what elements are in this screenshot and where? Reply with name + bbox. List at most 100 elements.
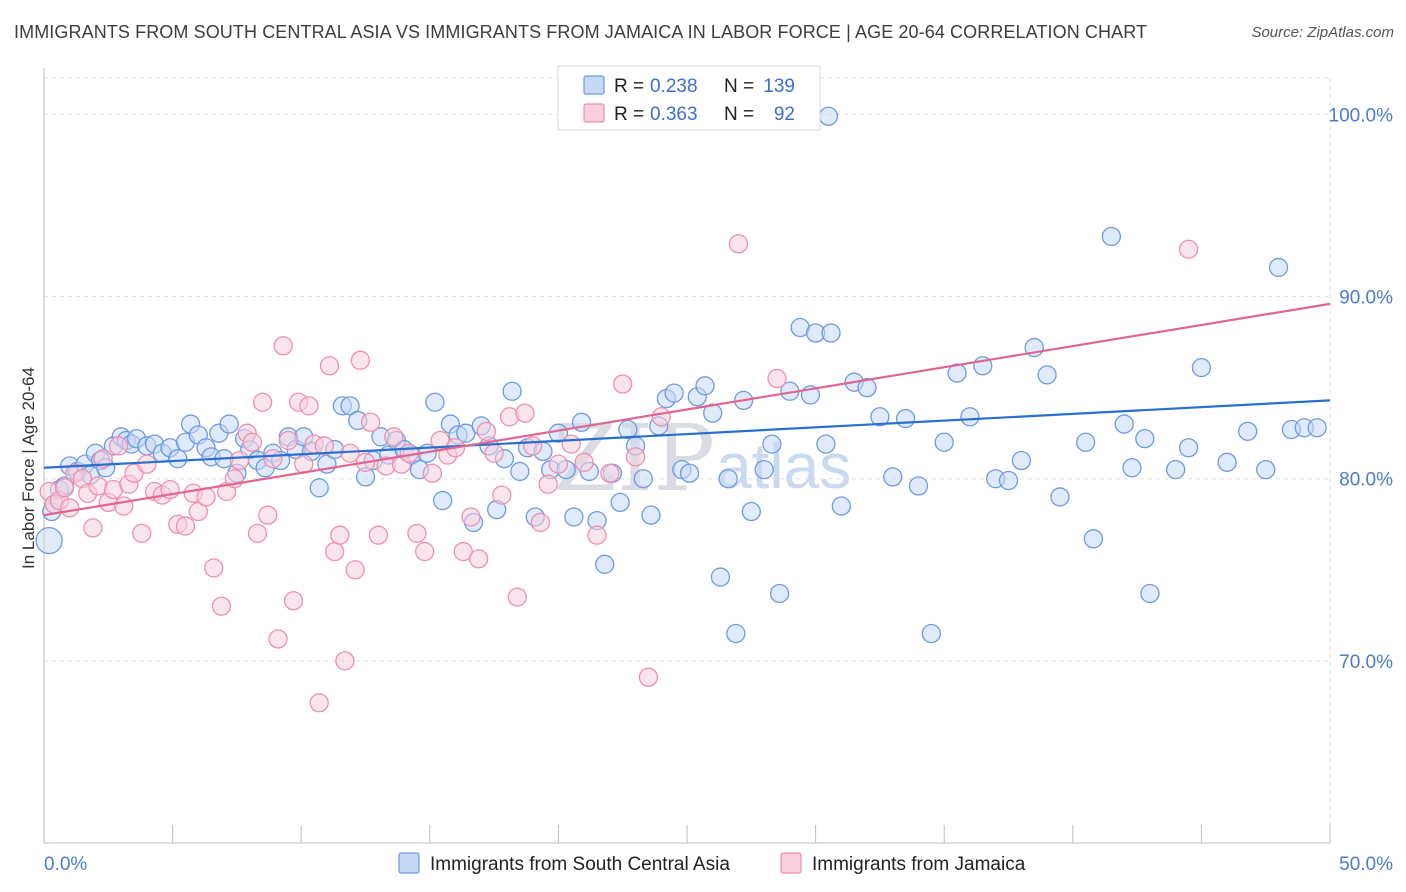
scatter-point-pink (484, 443, 504, 463)
scatter-point-pink (600, 463, 620, 483)
scatter-point-blue (762, 434, 782, 454)
chart-title: IMMIGRANTS FROM SOUTH CENTRAL ASIA VS IM… (14, 22, 1148, 42)
scatter-point-pink (538, 474, 558, 494)
scatter-point-pink (211, 596, 232, 616)
scatter-point-pink (728, 234, 749, 254)
legend-swatch-pink (583, 103, 605, 123)
scatter-point-blue (510, 461, 530, 482)
legend-n-value-pink: 92 (774, 104, 795, 125)
scatter-point-blue (1101, 226, 1122, 247)
scatter-point-blue (1011, 450, 1032, 471)
legend-r-value-blue: 0.238 (650, 76, 698, 97)
scatter-point-blue (633, 469, 653, 489)
scatter-point-pink (278, 430, 298, 451)
scatter-point-pink (350, 350, 371, 370)
scatter-point-pink (319, 356, 340, 376)
scatter-point-pink (247, 523, 268, 544)
scatter-point-blue (1191, 357, 1212, 378)
trend-line-blue (43, 399, 1331, 469)
scatter-point-blue (1140, 583, 1160, 604)
scatter-point-pink (204, 558, 224, 578)
scatter-point-pink (60, 498, 80, 518)
scatter-point-blue (1050, 487, 1070, 507)
scatter-point-pink (651, 407, 671, 427)
scatter-point-blue (754, 459, 774, 480)
scatter-point-pink (530, 512, 551, 533)
scatter-point-blue (1256, 459, 1276, 480)
scatter-point-blue (641, 505, 661, 525)
scatter-point-pink (242, 432, 262, 452)
scatter-point-blue (1307, 418, 1327, 438)
trend-line-pink (43, 302, 1331, 517)
scatter-point-pink (574, 452, 594, 472)
scatter-point-blue (1076, 432, 1096, 452)
scatter-point-pink (54, 478, 75, 498)
scatter-point-pink (492, 485, 512, 505)
scatter-point-pink (330, 525, 350, 545)
scatter-point-pink (137, 454, 157, 474)
scatter-point-pink (93, 449, 113, 469)
scatter-point-pink (523, 436, 543, 456)
scatter-point-pink (368, 525, 389, 545)
scatter-point-pink (561, 434, 581, 454)
scatter-point-blue (433, 490, 453, 511)
scatter-point-blue (831, 496, 851, 516)
scatter-point-pink (299, 396, 319, 416)
scatter-point-pink (515, 403, 535, 423)
y-tick-label: 100.0% (1329, 105, 1394, 126)
scatter-point-blue (883, 467, 903, 487)
scatter-point-blue (921, 623, 941, 644)
scatter-point-blue (1114, 414, 1134, 434)
scatter-point-pink (384, 427, 404, 447)
scatter-point-blue (219, 414, 239, 434)
scatter-point-pink (175, 516, 196, 536)
scatter-point-pink (314, 436, 334, 456)
scatter-point-pink (767, 368, 787, 389)
axes: 70.0% 80.0% 90.0% 100.0% 0.0% 50.0% (43, 68, 1394, 875)
scatter-point-blue (610, 492, 630, 513)
scatter-point-pink (461, 507, 481, 527)
scatter-point-pink (548, 454, 569, 474)
scatter-point-blue (425, 392, 445, 412)
scatter-point-blue (741, 501, 761, 522)
scatter-point-pink (469, 549, 489, 569)
scatter-point-pink (83, 518, 103, 538)
watermark: ZIP atlas (553, 405, 851, 512)
scatter-point-blue (857, 377, 877, 398)
top-legend: R = 0.238 N = 139 R = 0.363 N = 92 (557, 65, 821, 131)
scatter-point-blue (1135, 428, 1155, 449)
scatter-point-blue (695, 376, 715, 396)
scatter-point-blue (502, 381, 522, 401)
scatter-point-blue (870, 407, 890, 427)
scatter-point-blue (769, 583, 790, 604)
scatter-point-pink (625, 447, 646, 467)
scatter-point-pink (613, 374, 633, 394)
scatter-point-pink (108, 436, 129, 456)
legend-n-value-blue: 139 (763, 76, 795, 97)
bottom-legend-label-pink: Immigrants from Jamaica (812, 854, 1026, 875)
scatter-point-blue (703, 403, 723, 423)
legend-r-label-pink: R = (614, 104, 644, 125)
scatter-point-blue (309, 478, 329, 498)
scatter-point-blue (818, 106, 839, 126)
bottom-legend: Immigrants from South Central Asia Immig… (398, 852, 1026, 875)
scatter-point-pink (1178, 239, 1199, 259)
scatter-point-blue (168, 449, 188, 469)
scatter-point-pink (268, 629, 288, 649)
scatter-point-blue (595, 554, 615, 574)
scatter-point-blue (35, 526, 63, 555)
scatter-point-blue (1178, 438, 1199, 458)
scatter-point-pink (273, 336, 293, 356)
scatter-point-blue (710, 567, 731, 587)
scatter-point-pink (114, 496, 134, 516)
legend-r-label-blue: R = (614, 76, 644, 97)
legend-r-value-pink: 0.363 (650, 104, 698, 125)
y-tick-label: 80.0% (1339, 470, 1393, 491)
scatter-point-blue (1217, 452, 1237, 472)
scatter-point-pink (335, 651, 355, 671)
y-tick-label: 70.0% (1339, 652, 1393, 673)
scatter-point-pink (638, 667, 659, 687)
scatter-point-blue (1166, 459, 1186, 480)
scatter-point-pink (309, 693, 329, 713)
scatter-point-blue (718, 469, 738, 489)
